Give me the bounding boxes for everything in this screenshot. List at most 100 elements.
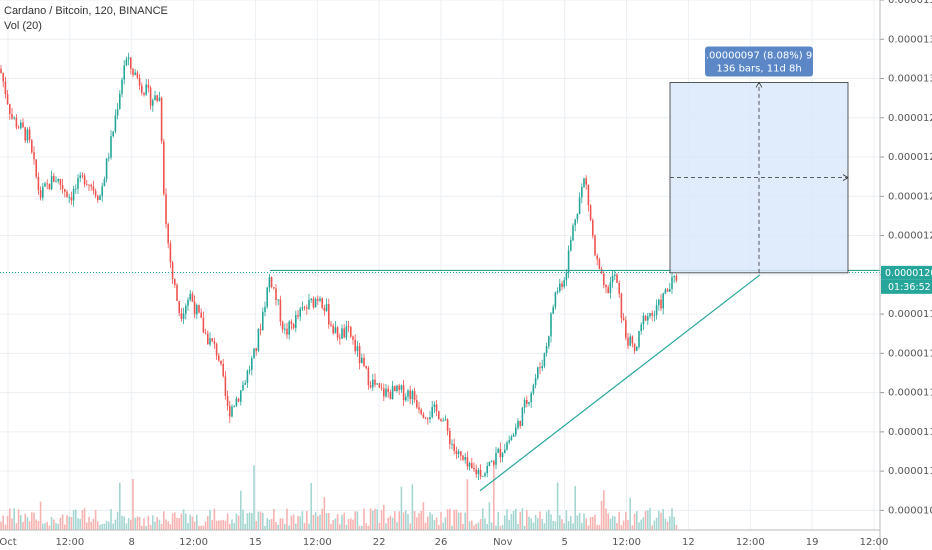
volume-bar — [554, 521, 557, 530]
candle-body — [508, 440, 510, 443]
volume-bar — [222, 519, 224, 530]
candle-body — [420, 409, 422, 415]
candle-body — [418, 407, 420, 410]
volume-bar — [308, 523, 310, 530]
volume-bar — [17, 509, 20, 530]
candle-body — [354, 339, 356, 352]
candle-body — [119, 93, 121, 110]
candle-body — [594, 235, 596, 256]
candle-body — [262, 311, 264, 331]
volume-bar — [46, 521, 48, 530]
bar-countdown-label: 01:36:52 — [888, 282, 931, 293]
candle-body — [455, 450, 458, 455]
volume-bar — [330, 524, 332, 530]
volume-bar — [116, 511, 119, 530]
candle-body — [246, 370, 249, 383]
volume-bar — [592, 516, 594, 530]
candle-body — [286, 328, 288, 335]
price-axis[interactable]: 0.00001080 0.00001100 0.00001120 0.00001140… — [879, 0, 932, 550]
volume-bar — [457, 512, 460, 530]
volume-bar — [394, 511, 396, 530]
candle-body — [171, 262, 174, 280]
volume-bar — [64, 524, 66, 530]
candle-body — [154, 95, 156, 101]
candle-body — [471, 463, 473, 468]
volume-bar — [319, 514, 321, 530]
volume-bar — [286, 508, 288, 530]
volume-bar — [471, 520, 473, 530]
candle-body — [108, 157, 110, 159]
candle-body — [28, 129, 31, 140]
volume-bar — [132, 479, 134, 530]
volume-bar — [633, 513, 636, 530]
candle-body — [658, 299, 660, 306]
volume-bar — [200, 525, 202, 530]
volume-bar — [97, 521, 99, 530]
volume-bar — [35, 519, 37, 530]
candle-body — [587, 184, 590, 206]
x-tick-label: 12:00 — [303, 537, 332, 548]
candle-body — [589, 205, 592, 221]
candle-body — [20, 122, 22, 129]
candle-body — [407, 390, 409, 397]
candle-body — [235, 398, 238, 407]
candle-body — [35, 159, 37, 177]
volume-bar — [449, 508, 451, 530]
candle-body — [651, 313, 653, 316]
candle-body — [176, 284, 178, 301]
symbol-title[interactable]: Cardano / Bitcoin, 120, BINANCE — [4, 5, 168, 17]
volume-bar — [332, 520, 334, 530]
y-tick-label: 0.00001180 — [888, 309, 932, 320]
volume-bar — [233, 522, 235, 530]
measure-label-bg — [705, 46, 813, 77]
volume-bar — [609, 518, 612, 530]
volume-bar — [543, 523, 546, 530]
candle-body — [475, 469, 477, 475]
volume-bar — [288, 525, 290, 530]
y-tick-label: 0.00001120 — [888, 427, 932, 438]
x-tick-label: 12:00 — [612, 537, 641, 548]
volume-bar — [605, 508, 607, 530]
volume-bar — [420, 510, 422, 530]
candle-body — [435, 404, 438, 412]
volume-bar — [6, 515, 9, 530]
candle-body — [429, 416, 431, 420]
candle-body — [374, 379, 376, 385]
volume-bar — [433, 520, 436, 530]
volume-bar — [486, 523, 488, 530]
volume-bar — [400, 486, 403, 530]
candle-body — [222, 363, 224, 377]
volume-bar — [158, 519, 161, 530]
candle-body — [64, 189, 66, 192]
volume-bar — [468, 521, 471, 530]
candle-body — [110, 136, 112, 158]
volume-bar — [497, 512, 499, 530]
volume-indicator-label[interactable]: Vol (20) — [4, 20, 42, 32]
volume-bar — [299, 516, 301, 530]
volume-bar — [356, 511, 359, 530]
candle-body — [495, 452, 497, 465]
drawing-overlays[interactable]: 0.00000097 (8.08%) 97 136 bars, 11d 8h — [0, 46, 880, 492]
volume-bar — [649, 508, 651, 530]
candle-body — [574, 219, 576, 226]
candle-body — [365, 366, 367, 369]
time-axis[interactable]: Oct 12:00 8 12:00 15 12:00 22 26 Nov 5 12:00 12 12:0… — [0, 529, 888, 548]
volume-bar — [68, 516, 70, 530]
candle-body — [240, 390, 242, 402]
volume-bar — [644, 510, 647, 530]
candle-body — [97, 195, 99, 201]
candle-body — [31, 139, 33, 153]
candle-body — [257, 328, 260, 351]
x-tick-label: 8 — [129, 537, 135, 548]
volume-bar — [607, 513, 609, 530]
candle-body — [321, 298, 323, 308]
volume-bar — [532, 522, 535, 530]
volume-bar — [583, 513, 585, 530]
candle-body — [55, 181, 57, 183]
candle-body — [559, 283, 561, 292]
volume-bar — [473, 525, 475, 530]
candle-body — [633, 343, 636, 351]
y-tick-label: 0.00001100 — [888, 466, 932, 477]
candle-body — [352, 336, 354, 340]
